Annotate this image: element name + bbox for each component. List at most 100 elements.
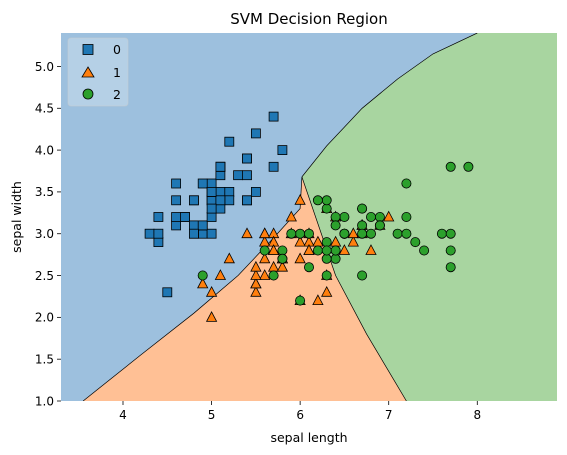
legend-box bbox=[67, 37, 129, 107]
data-point-class-1 bbox=[241, 227, 253, 239]
data-point-class-1 bbox=[259, 252, 271, 264]
data-point-class-0 bbox=[206, 195, 217, 206]
data-point-class-2 bbox=[357, 270, 368, 281]
y-tick-label: 1.0 bbox=[35, 394, 54, 408]
data-point-class-2 bbox=[445, 262, 456, 273]
data-point-class-2 bbox=[330, 220, 341, 231]
data-point-class-0 bbox=[171, 220, 182, 231]
data-point-class-2 bbox=[339, 211, 350, 222]
data-point-class-1 bbox=[214, 269, 227, 280]
data-point-class-2 bbox=[197, 270, 208, 281]
data-point-class-2 bbox=[330, 253, 341, 264]
y-tick-label: 1.5 bbox=[35, 352, 54, 366]
data-point-class-2 bbox=[419, 245, 430, 256]
data-point-class-2 bbox=[330, 211, 341, 222]
data-point-class-0 bbox=[215, 195, 226, 206]
y-tick-label: 2.5 bbox=[35, 269, 54, 283]
data-point-class-2 bbox=[357, 220, 368, 231]
x-tick-label: 6 bbox=[296, 408, 304, 422]
data-point-class-1 bbox=[205, 311, 218, 322]
data-point-class-1 bbox=[347, 227, 359, 239]
y-tick-label: 4.5 bbox=[35, 102, 54, 116]
data-point-class-2 bbox=[392, 228, 403, 239]
data-point-class-0 bbox=[206, 178, 217, 189]
x-tick-label: 7 bbox=[385, 408, 393, 422]
chart-title: SVM Decision Region bbox=[230, 10, 387, 28]
data-points bbox=[144, 111, 474, 322]
data-point-class-1 bbox=[276, 260, 289, 272]
x-axis-label: sepal length bbox=[270, 430, 347, 445]
data-point-class-0 bbox=[233, 170, 244, 181]
data-point-class-2 bbox=[445, 245, 456, 256]
x-tick-label: 4 bbox=[119, 408, 127, 422]
data-point-class-0 bbox=[215, 186, 226, 197]
data-point-class-1 bbox=[250, 277, 262, 289]
data-point-class-1 bbox=[365, 244, 377, 255]
data-point-class-2 bbox=[410, 237, 421, 248]
data-point-class-1 bbox=[294, 235, 306, 247]
data-point-class-2 bbox=[374, 220, 385, 231]
data-point-class-2 bbox=[357, 203, 368, 214]
decision-region-class-1 bbox=[83, 176, 407, 401]
data-point-class-2 bbox=[330, 245, 341, 256]
data-point-class-2 bbox=[277, 253, 288, 264]
data-point-class-0 bbox=[206, 186, 217, 197]
data-point-class-2 bbox=[445, 161, 456, 172]
data-point-class-2 bbox=[295, 228, 306, 239]
decision-region-class-0 bbox=[61, 33, 478, 401]
data-point-class-1 bbox=[259, 269, 271, 280]
data-point-class-0 bbox=[242, 153, 252, 164]
decision-boundary-0-2 bbox=[301, 33, 478, 178]
data-point-class-1 bbox=[259, 227, 271, 239]
legend: 0 1 2 bbox=[67, 37, 129, 107]
data-point-class-1 bbox=[250, 260, 262, 272]
data-point-class-1 bbox=[223, 252, 235, 264]
data-point-class-0 bbox=[277, 145, 288, 156]
data-point-class-0 bbox=[224, 186, 235, 197]
y-tick-label: 5.0 bbox=[35, 60, 54, 74]
data-point-class-2 bbox=[357, 228, 368, 239]
data-point-class-2 bbox=[303, 262, 314, 273]
data-point-class-0 bbox=[224, 195, 235, 206]
data-point-class-0 bbox=[268, 111, 279, 122]
data-point-class-2 bbox=[463, 161, 474, 172]
data-point-class-0 bbox=[197, 220, 208, 231]
data-point-class-0 bbox=[242, 170, 252, 181]
data-point-class-0 bbox=[171, 195, 182, 206]
plot-area bbox=[61, 33, 557, 401]
data-point-class-1 bbox=[338, 244, 351, 255]
data-point-class-0 bbox=[215, 203, 226, 214]
data-point-class-0 bbox=[153, 237, 164, 248]
data-point-class-2 bbox=[303, 228, 314, 239]
data-point-class-2 bbox=[401, 178, 412, 189]
data-point-class-0 bbox=[206, 212, 217, 222]
data-point-class-1 bbox=[267, 244, 280, 255]
data-point-class-1 bbox=[303, 244, 315, 255]
data-point-class-2 bbox=[268, 270, 279, 281]
data-point-class-0 bbox=[197, 178, 208, 189]
data-point-class-0 bbox=[224, 136, 235, 147]
data-point-class-2 bbox=[321, 203, 332, 214]
y-axis-label: sepal width bbox=[9, 181, 24, 253]
legend-marker-square bbox=[82, 44, 94, 55]
data-point-class-1 bbox=[347, 235, 359, 247]
data-point-class-2 bbox=[321, 237, 332, 248]
data-point-class-0 bbox=[188, 220, 199, 231]
y-tick-label: 3.0 bbox=[35, 227, 54, 241]
data-point-class-2 bbox=[286, 228, 297, 239]
y-tick-label: 3.5 bbox=[35, 185, 54, 199]
data-point-class-0 bbox=[171, 212, 182, 222]
data-point-class-0 bbox=[153, 228, 164, 239]
data-point-class-0 bbox=[206, 228, 217, 239]
data-point-class-2 bbox=[259, 245, 270, 256]
y-tick-label: 4.0 bbox=[35, 143, 54, 157]
data-point-class-0 bbox=[188, 195, 199, 206]
data-point-class-1 bbox=[285, 210, 297, 222]
decision-boundary-0-1 bbox=[82, 176, 303, 401]
data-point-class-0 bbox=[206, 203, 217, 214]
data-point-class-0 bbox=[162, 287, 173, 298]
legend-label-2: 2 bbox=[113, 87, 121, 102]
data-point-class-0 bbox=[171, 178, 182, 189]
data-point-class-2 bbox=[321, 270, 332, 281]
